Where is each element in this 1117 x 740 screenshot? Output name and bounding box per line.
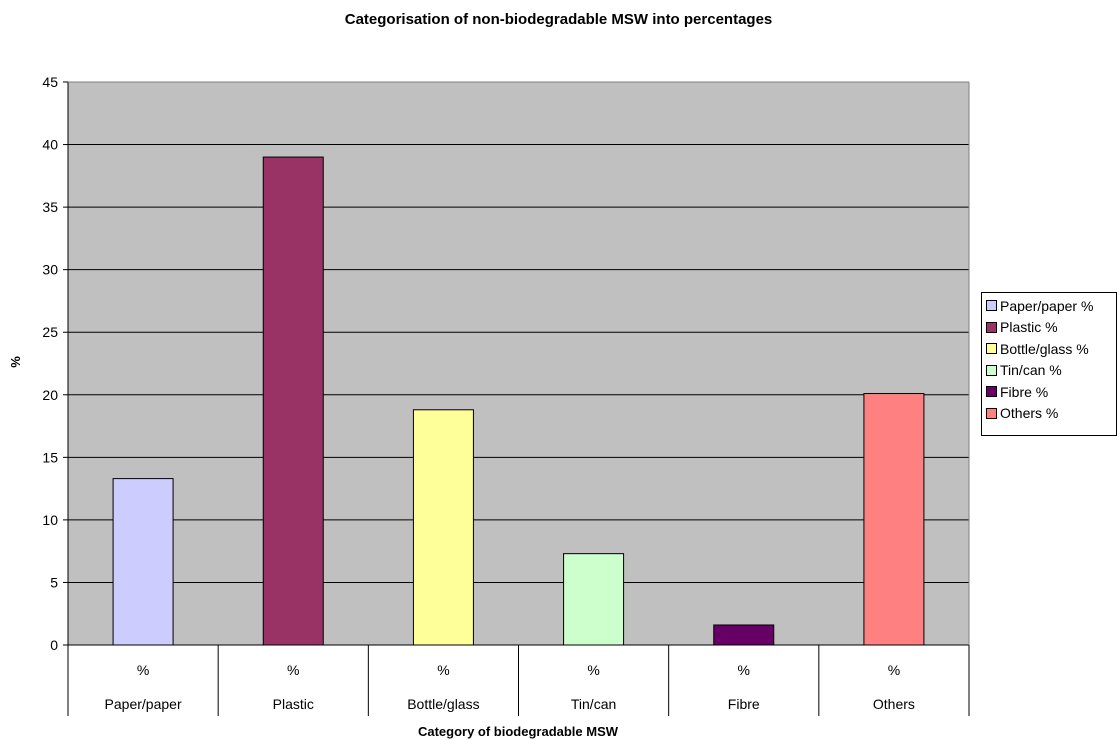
y-axis-title: %	[8, 356, 23, 368]
legend-swatch	[986, 386, 997, 398]
legend-swatch	[986, 300, 997, 312]
legend-label: Paper/paper %	[1000, 297, 1094, 314]
chart-title: Categorisation of non-biodegradable MSW …	[344, 11, 773, 28]
y-tick-label: 10	[42, 512, 58, 528]
bar	[863, 393, 925, 646]
y-tick-label: 5	[50, 574, 58, 590]
x-category-unit-label: %	[738, 662, 750, 678]
x-category-unit-label: %	[137, 662, 149, 678]
x-category-label: Bottle/glass	[407, 696, 479, 712]
y-tick-labels: 0 5 10 15 20 25 30 35 40 45	[42, 74, 68, 653]
legend-label: Fibre %	[1000, 383, 1049, 400]
legend-label: Tin/can %	[1000, 362, 1062, 379]
legend-item: Tin/can %	[986, 360, 1116, 382]
legend-item: Paper/paper %	[986, 295, 1116, 317]
x-category-label: Plastic	[273, 696, 314, 712]
legend-label: Bottle/glass %	[1000, 340, 1089, 357]
legend-swatch	[986, 343, 997, 355]
bar	[563, 553, 625, 646]
plot-area	[68, 82, 969, 645]
x-category-label: Tin/can	[571, 696, 616, 712]
x-category-labels: % Paper/paper% Plastic% Bottle/glass% Tin/ca…	[67, 645, 970, 716]
legend-swatch	[986, 321, 997, 333]
legend-label: Plastic %	[1000, 319, 1058, 336]
legend-swatch	[986, 364, 997, 376]
legend: Paper/paper % Plastic % Bottle/glass % Tin/…	[981, 292, 1117, 436]
y-tick-label: 30	[42, 262, 58, 278]
x-category-label: Fibre	[728, 696, 760, 712]
bars	[112, 156, 925, 646]
bar	[112, 478, 174, 646]
y-tick-label: 20	[42, 387, 58, 403]
x-category-unit-label: %	[587, 662, 599, 678]
legend-swatch	[986, 407, 997, 419]
x-category-unit-label: %	[287, 662, 299, 678]
chart-plot: 0 5 10 15 20 25 30 35 40 45 % Paper/paper% Plastic%…	[8, 74, 970, 739]
y-tick-label: 0	[50, 637, 58, 653]
x-category-unit-label: %	[888, 662, 900, 678]
y-tick-label: 15	[42, 449, 58, 465]
x-category-label: Paper/paper	[105, 696, 182, 712]
legend-item: Plastic %	[986, 317, 1116, 339]
x-category-unit-label: %	[437, 662, 449, 678]
bar	[412, 409, 474, 646]
legend-item: Bottle/glass %	[986, 338, 1116, 360]
y-tick-label: 25	[42, 324, 58, 340]
y-tick-label: 40	[42, 137, 58, 153]
bar	[262, 156, 324, 646]
y-tick-label: 35	[42, 199, 58, 215]
legend-item: Others %	[986, 403, 1116, 425]
y-tick-label: 45	[42, 74, 58, 90]
legend-label: Others %	[1000, 405, 1059, 422]
x-category-label: Others	[873, 696, 915, 712]
legend-item: Fibre %	[986, 381, 1116, 403]
x-axis-title: Category of biodegradable MSW	[418, 724, 619, 739]
bar	[713, 624, 775, 646]
